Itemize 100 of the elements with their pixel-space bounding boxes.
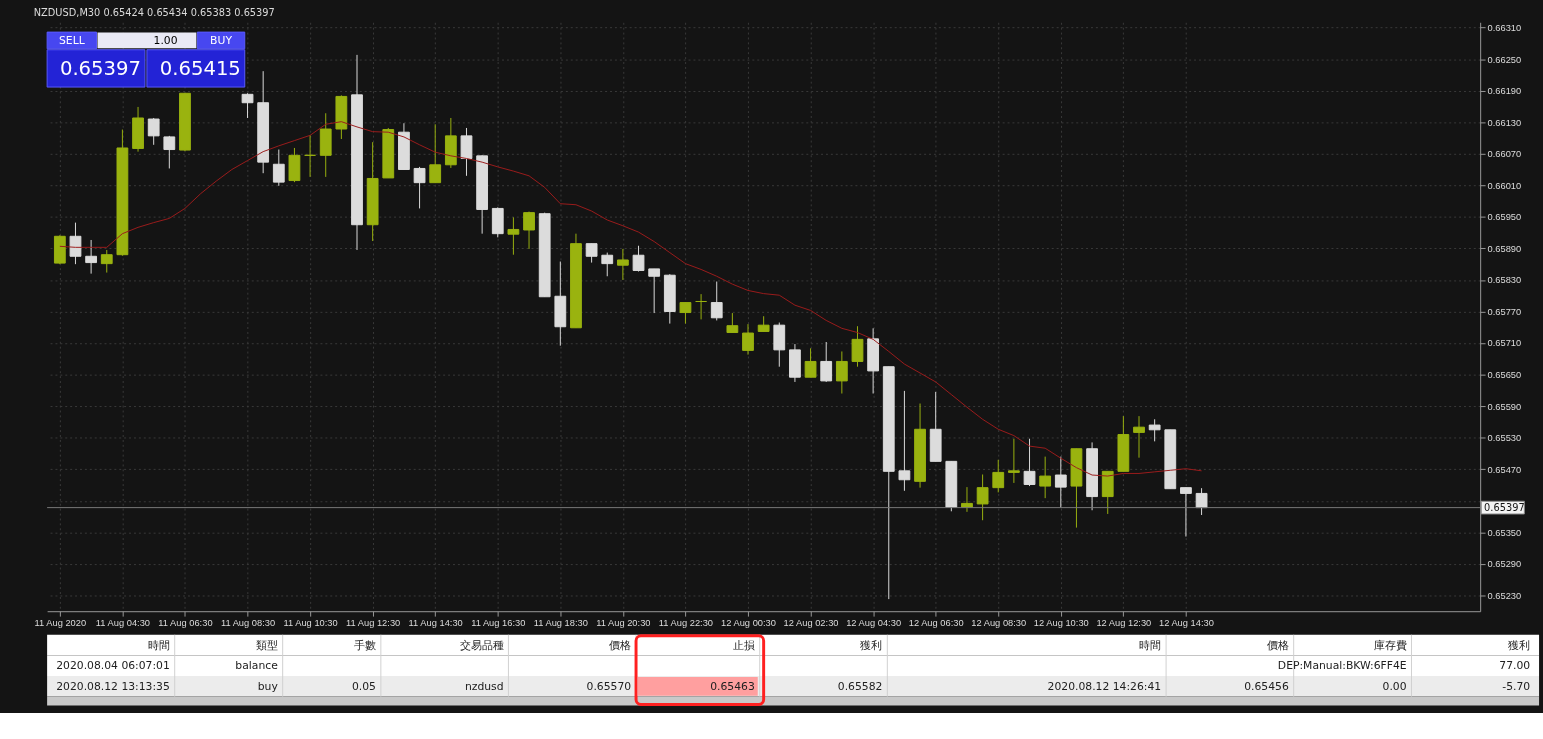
candlestick bbox=[601, 252, 614, 277]
y-tick-label: 0.66130 bbox=[1487, 117, 1522, 128]
candlestick bbox=[507, 216, 520, 256]
x-tick-label: 12 Aug 14:30 bbox=[1158, 618, 1214, 629]
text: 77.00 bbox=[1499, 659, 1531, 673]
x-tick-label: 11 Aug 22:30 bbox=[658, 618, 714, 629]
y-tick-label: 0.65650 bbox=[1487, 370, 1522, 381]
y-tick-label: 0.65590 bbox=[1487, 401, 1522, 412]
candlestick bbox=[147, 117, 160, 146]
y-tick-label: 0.66190 bbox=[1487, 86, 1522, 97]
text: 0.65582 bbox=[837, 679, 883, 693]
text: 止損 bbox=[732, 638, 755, 652]
text: balance bbox=[235, 659, 279, 673]
text: 2020.08.12 14:26:41 bbox=[1047, 679, 1162, 693]
text: 2020.08.12 13:13:35 bbox=[56, 679, 170, 693]
candlestick bbox=[679, 302, 692, 325]
text: 時間 bbox=[147, 638, 170, 652]
y-tick-label: 0.65470 bbox=[1487, 464, 1522, 475]
text: 0.65463 bbox=[710, 679, 755, 693]
chart-title: NZDUSD,M30 0.65424 0.65434 0.65383 0.65397 bbox=[33, 7, 275, 19]
text: DEP:Manual:BKW:6FF4E bbox=[1277, 659, 1407, 673]
candlestick bbox=[163, 135, 176, 169]
candlestick bbox=[992, 459, 1005, 493]
y-tick-label: 0.66310 bbox=[1487, 22, 1522, 33]
x-tick-label: 11 Aug 20:30 bbox=[596, 618, 651, 629]
candlestick bbox=[898, 390, 911, 492]
x-tick-label: 12 Aug 12:30 bbox=[1096, 618, 1152, 629]
x-tick-label: 11 Aug 16:30 bbox=[471, 618, 526, 629]
candlestick bbox=[632, 245, 645, 273]
x-tick-label: 11 Aug 06:30 bbox=[158, 618, 213, 629]
text: 0.00 bbox=[1382, 679, 1407, 693]
line-series bbox=[59, 121, 1203, 477]
y-tick-label: 0.65530 bbox=[1487, 433, 1522, 444]
text: 價格 bbox=[609, 638, 632, 652]
text: -5.70 bbox=[1502, 679, 1531, 693]
y-tick-label: 0.65230 bbox=[1487, 590, 1522, 601]
ref-line-label: 0.65397 bbox=[1484, 501, 1525, 513]
candlestick bbox=[976, 474, 989, 521]
y-tick-label: 0.65350 bbox=[1487, 527, 1522, 538]
y-tick-label: 0.65830 bbox=[1487, 275, 1522, 286]
y-tick-label: 0.65710 bbox=[1487, 338, 1522, 349]
annotation: SELL bbox=[58, 33, 85, 47]
candlestick bbox=[1133, 415, 1145, 459]
text: 0.05 bbox=[351, 679, 376, 693]
annotation: 1.00 bbox=[153, 33, 178, 47]
x-tick-label: 12 Aug 08:30 bbox=[971, 618, 1027, 629]
text: 獲利 bbox=[1508, 638, 1531, 652]
candlestick bbox=[523, 211, 535, 250]
candlestick bbox=[1008, 438, 1020, 484]
candlestick bbox=[617, 248, 629, 281]
text: buy bbox=[257, 679, 279, 693]
candlestick bbox=[742, 323, 754, 356]
candlestick bbox=[1039, 456, 1052, 499]
x-tick-label: 11 Aug 2020 bbox=[34, 618, 87, 629]
x-tick-label: 11 Aug 10:30 bbox=[283, 618, 338, 629]
candlestick bbox=[1195, 487, 1208, 516]
candlestick bbox=[100, 249, 113, 274]
text: 獲利 bbox=[860, 638, 883, 652]
candlestick bbox=[272, 149, 285, 187]
candlestick bbox=[585, 243, 598, 264]
candlestick bbox=[648, 268, 661, 314]
text: 交易品種 bbox=[459, 638, 504, 652]
candlestick bbox=[804, 347, 817, 378]
annotation: 0.65397 bbox=[59, 57, 142, 81]
x-tick-label: 11 Aug 04:30 bbox=[95, 618, 150, 629]
x-tick-label: 12 Aug 04:30 bbox=[846, 618, 902, 629]
candlestick bbox=[726, 312, 739, 334]
candlestick bbox=[1023, 438, 1036, 487]
y-tick-label: 0.65290 bbox=[1487, 559, 1522, 570]
y-tick-label: 0.66250 bbox=[1487, 54, 1522, 65]
x-tick-label: 11 Aug 08:30 bbox=[220, 618, 276, 629]
text: 價格 bbox=[1266, 638, 1289, 652]
candlestick bbox=[69, 222, 82, 265]
text: 0.65570 bbox=[586, 679, 632, 693]
candlestick bbox=[413, 166, 426, 209]
candlestick bbox=[1148, 418, 1161, 442]
text: 時間 bbox=[1139, 638, 1162, 652]
annotation: BUY bbox=[210, 33, 233, 47]
candlestick bbox=[851, 325, 864, 368]
candlestick bbox=[429, 123, 442, 184]
candlestick bbox=[241, 92, 254, 119]
x-tick-label: 12 Aug 00:30 bbox=[721, 618, 776, 629]
candlestick bbox=[85, 239, 98, 275]
text: 2020.08.04 06:07:01 bbox=[56, 659, 170, 673]
x-tick-label: 11 Aug 18:30 bbox=[533, 618, 588, 629]
y-tick-label: 0.65770 bbox=[1487, 306, 1522, 317]
annotation: 0.65415 bbox=[159, 57, 241, 81]
y-tick-label: 0.65890 bbox=[1487, 243, 1522, 254]
y-tick-label: 0.65950 bbox=[1487, 212, 1522, 223]
text: 庫存費 bbox=[1373, 638, 1407, 652]
text: nzdusd bbox=[464, 679, 504, 693]
candlestick bbox=[1180, 487, 1192, 538]
candlestick bbox=[460, 127, 473, 177]
candlestick bbox=[835, 350, 848, 395]
candlestick bbox=[710, 281, 723, 321]
text: 0.65456 bbox=[1244, 679, 1289, 693]
candlestick bbox=[304, 134, 316, 178]
y-tick-label: 0.66010 bbox=[1487, 180, 1522, 191]
x-tick-label: 12 Aug 02:30 bbox=[783, 618, 839, 629]
x-tick-label: 11 Aug 12:30 bbox=[346, 618, 401, 629]
